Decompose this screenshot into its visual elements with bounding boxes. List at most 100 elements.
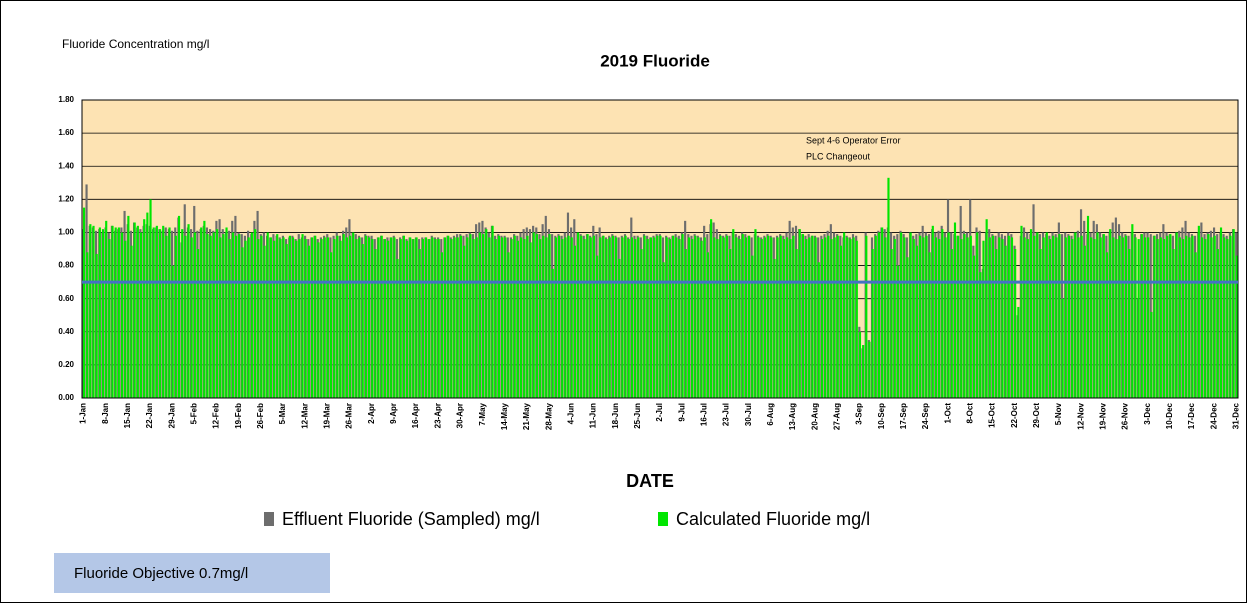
bar [583, 239, 586, 398]
bar [238, 234, 241, 398]
bar [884, 237, 887, 398]
bar [776, 237, 779, 398]
bar [108, 239, 111, 398]
bar [405, 240, 409, 398]
bar [900, 232, 903, 398]
x-tick-label: 5-Nov [1054, 402, 1063, 425]
x-tick-label: 16-Apr [411, 403, 420, 428]
bar [735, 237, 738, 398]
bar [1235, 255, 1238, 398]
x-tick-label: 19-Nov [1099, 402, 1108, 429]
bar [510, 239, 513, 398]
bar [196, 249, 200, 398]
x-tick-label: 23-Jul [722, 403, 731, 426]
x-tick-label: 15-Jan [123, 403, 132, 428]
bar [272, 240, 276, 398]
bar [329, 252, 333, 398]
x-tick-label: 9-Jul [677, 403, 686, 422]
bar [539, 239, 542, 398]
bar [177, 215, 181, 398]
bar [659, 235, 662, 398]
bar [554, 237, 558, 398]
bar [371, 239, 374, 398]
bar [171, 265, 174, 398]
x-tick-label: 31-Dec [1232, 402, 1241, 429]
bar [158, 229, 162, 398]
bar [846, 237, 849, 398]
bar [288, 235, 291, 398]
bar [684, 249, 687, 398]
bar [798, 229, 801, 398]
bar [1140, 234, 1143, 398]
bar [269, 237, 272, 398]
bar [643, 235, 646, 398]
bar [345, 237, 348, 398]
bar [209, 235, 212, 398]
bar [979, 272, 982, 398]
bar [665, 237, 668, 398]
x-tick-label: 28-May [544, 402, 553, 430]
legend-label: Calculated Fluoride mg/l [676, 509, 870, 529]
x-tick-label: 8-Jan [101, 403, 110, 424]
bar [291, 237, 295, 398]
bar [244, 240, 247, 398]
bar [114, 227, 117, 398]
x-tick-label: 29-Oct [1032, 403, 1041, 428]
bar [814, 237, 817, 398]
bar [824, 237, 827, 398]
bar [1131, 224, 1134, 398]
bar [409, 237, 412, 398]
bar [168, 227, 171, 398]
bar [377, 237, 380, 398]
bar [653, 237, 656, 398]
bar [1159, 237, 1162, 398]
bar [770, 237, 773, 398]
bar [165, 235, 168, 398]
bar [716, 239, 719, 398]
x-tick-label: 24-Dec [1209, 402, 1218, 429]
bar [225, 227, 228, 398]
bar [1048, 239, 1052, 398]
bar [516, 240, 519, 398]
bar [630, 237, 634, 398]
bar [1194, 252, 1197, 398]
bar [358, 237, 361, 398]
bar [415, 237, 418, 398]
objective-label: Fluoride Objective 0.7mg/l [74, 565, 248, 582]
bar [491, 225, 494, 398]
bar [333, 239, 336, 398]
bar [124, 240, 127, 398]
bar [336, 235, 339, 398]
x-tick-label: 30-Jul [744, 403, 753, 426]
bar [212, 232, 215, 398]
bar [193, 232, 196, 398]
bar [985, 219, 988, 398]
bar [1147, 237, 1150, 398]
bar [811, 235, 814, 398]
bar [893, 239, 896, 398]
bar [852, 237, 855, 398]
bar [618, 258, 621, 398]
bar [143, 219, 146, 398]
bar [101, 229, 105, 398]
y-tick-label: 1.40 [58, 161, 74, 170]
bar [805, 239, 808, 398]
bar [729, 249, 732, 398]
bar [713, 237, 716, 398]
bar [646, 239, 649, 398]
bar [219, 237, 222, 398]
bar [912, 239, 915, 398]
bar [206, 234, 209, 398]
bar [431, 237, 434, 398]
bar [1096, 232, 1099, 398]
x-tick-label: 12-Nov [1076, 402, 1085, 429]
bar [203, 220, 206, 398]
x-tick-label: 12-Feb [212, 403, 221, 429]
bar [1033, 235, 1036, 398]
legend: Effluent Fluoride (Sampled) mg/l Calculat… [264, 509, 870, 529]
bar [149, 199, 152, 398]
bar [1052, 235, 1055, 398]
x-axis-label: DATE [626, 471, 674, 491]
bar [263, 245, 266, 398]
x-tick-label: 2-Jul [655, 403, 664, 422]
